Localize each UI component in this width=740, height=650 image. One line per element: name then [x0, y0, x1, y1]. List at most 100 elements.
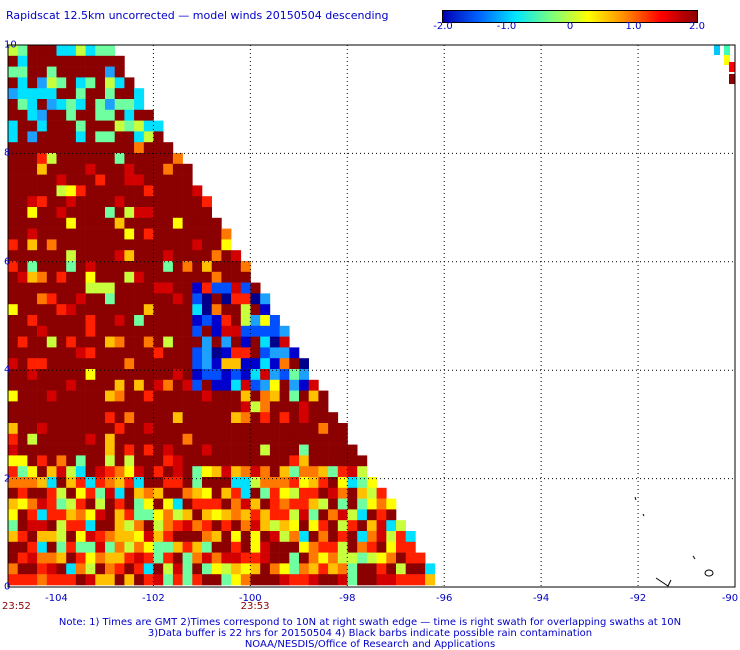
- field-cell: [56, 185, 67, 197]
- field-cell: [27, 369, 38, 381]
- field-cell: [260, 574, 271, 586]
- lat-tick-label: 4: [4, 364, 11, 376]
- field-cell: [75, 66, 86, 78]
- field-cell: [192, 509, 203, 521]
- field-cell: [250, 401, 261, 413]
- colorbar: [442, 10, 698, 23]
- field-cell: [269, 369, 280, 381]
- field-cell: [8, 401, 18, 413]
- field-cell: [114, 99, 125, 111]
- field-cell: [75, 282, 86, 294]
- field-cell: [172, 239, 183, 251]
- field-cell: [124, 163, 135, 175]
- island-outline: [704, 569, 714, 577]
- field-cell: [357, 498, 368, 510]
- field-cell: [724, 55, 730, 65]
- field-cell: [240, 325, 251, 337]
- field-cell: [143, 142, 154, 154]
- field-cell: [27, 444, 38, 456]
- field-cell: [85, 99, 96, 111]
- field-cell: [163, 466, 174, 478]
- field-cell: [66, 99, 77, 111]
- field-cell: [153, 185, 164, 197]
- field-cell: [134, 228, 145, 240]
- field-cell: [143, 325, 154, 337]
- field-cell: [66, 477, 77, 489]
- field-cell: [27, 423, 38, 435]
- field-cell: [299, 390, 309, 402]
- field-cell: [85, 77, 96, 89]
- field-cell: [85, 131, 96, 143]
- field-cell: [56, 509, 67, 521]
- field-cell: [347, 455, 358, 467]
- field-cell: [308, 477, 319, 489]
- field-cell: [46, 358, 57, 370]
- field-cell: [66, 304, 77, 316]
- field-cell: [66, 487, 77, 499]
- field-cell: [396, 563, 406, 575]
- field-cell: [105, 250, 115, 262]
- field-cell: [221, 369, 232, 381]
- field-cell: [182, 239, 193, 251]
- field-cell: [46, 401, 57, 413]
- field-cell: [17, 239, 28, 251]
- field-cell: [143, 574, 154, 586]
- field-cell: [27, 509, 38, 521]
- field-cell: [172, 455, 183, 467]
- field-cell: [182, 196, 193, 208]
- field-cell: [308, 487, 319, 499]
- field-cell: [27, 55, 38, 67]
- field-cell: [114, 520, 125, 532]
- field-cell: [240, 358, 251, 370]
- field-cell: [17, 498, 28, 510]
- field-cell: [46, 455, 57, 467]
- field-cell: [95, 509, 106, 521]
- field-cell: [114, 423, 125, 435]
- field-cell: [56, 88, 67, 100]
- field-cell: [250, 412, 261, 424]
- field-cell: [328, 487, 339, 499]
- field-cell: [163, 390, 174, 402]
- field-cell: [114, 66, 125, 78]
- field-cell: [17, 347, 28, 359]
- field-cell: [124, 304, 135, 316]
- field-cell: [250, 541, 261, 553]
- field-cell: [211, 531, 222, 543]
- field-cell: [260, 347, 271, 359]
- field-cell: [75, 217, 86, 229]
- field-cell: [405, 531, 416, 543]
- field-cell: [105, 239, 115, 251]
- field-cell: [163, 477, 174, 489]
- field-cell: [211, 444, 222, 456]
- field-cell: [250, 325, 261, 337]
- field-cell: [240, 379, 251, 391]
- field-cell: [37, 574, 48, 586]
- field-cell: [182, 541, 193, 553]
- field-cell: [279, 369, 290, 381]
- field-cell: [231, 466, 242, 478]
- field-cell: [211, 423, 222, 435]
- field-cell: [143, 509, 154, 521]
- field-cell: [250, 455, 261, 467]
- field-cell: [269, 401, 280, 413]
- field-cell: [269, 520, 280, 532]
- field-cell: [192, 455, 203, 467]
- field-cell: [114, 379, 125, 391]
- field-cell: [308, 423, 319, 435]
- field-cell: [134, 347, 145, 359]
- field-cell: [337, 498, 348, 510]
- field-cell: [172, 271, 183, 283]
- field-cell: [27, 401, 38, 413]
- field-cell: [192, 185, 203, 197]
- field-cell: [163, 336, 174, 348]
- field-cell: [66, 520, 77, 532]
- field-cell: [211, 390, 222, 402]
- field-cell: [37, 185, 48, 197]
- field-cell: [724, 45, 730, 55]
- field-cell: [124, 455, 135, 467]
- field-cell: [85, 466, 96, 478]
- field-cell: [143, 336, 154, 348]
- field-cell: [95, 412, 106, 424]
- field-cell: [66, 109, 77, 121]
- field-cell: [46, 77, 57, 89]
